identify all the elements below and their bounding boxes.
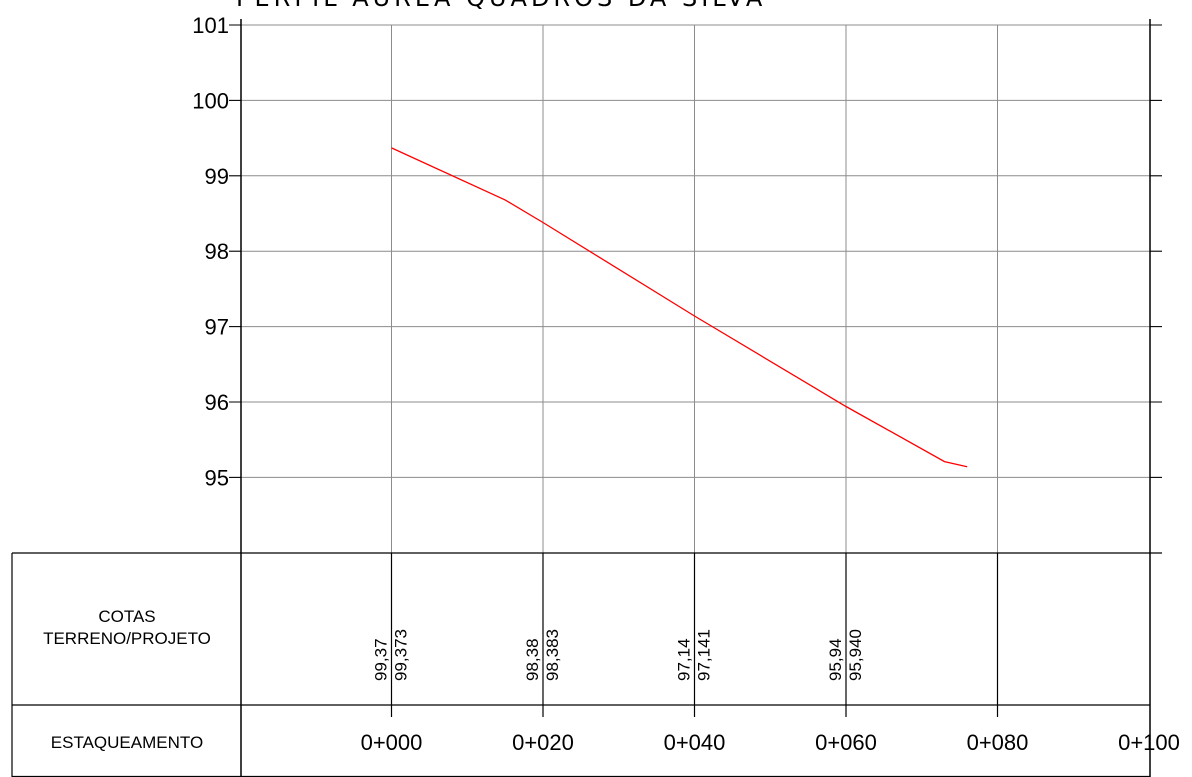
row-label-estaqueamento: ESTAQUEAMENTO (51, 733, 203, 752)
elevation-projeto: 95,940 (846, 629, 865, 681)
y-tick-label: 95 (205, 465, 229, 490)
y-tick-label: 99 (205, 164, 229, 189)
row-label-terreno-projeto: TERRENO/PROJETO (43, 629, 211, 648)
y-tick-label: 98 (205, 239, 229, 264)
station-label: 0+040 (664, 730, 726, 755)
y-tick-label: 97 (205, 315, 229, 340)
station-label: 0+100 (1118, 730, 1180, 755)
elevation-projeto: 99,373 (392, 629, 411, 681)
row-label-cotas: COTAS (98, 607, 155, 626)
station-label: 0+020 (512, 730, 574, 755)
y-tick-label: 96 (205, 390, 229, 415)
elevation-labels: 99,37 99,373 98,38 98,383 97,14 97,141 95,94 95… (372, 629, 866, 681)
elevation-projeto: 97,141 (695, 629, 714, 681)
elevation-terreno: 95,94 (826, 638, 845, 681)
y-axis-ticks: 101 100 99 98 97 96 95 (192, 13, 229, 490)
elevation-terreno: 98,38 (523, 638, 542, 681)
grid-lines (229, 24, 1162, 553)
y-tick-label: 100 (192, 88, 229, 113)
station-label: 0+060 (815, 730, 877, 755)
elevation-terreno: 99,37 (372, 638, 391, 681)
station-label: 0+080 (967, 730, 1029, 755)
station-label: 0+000 (361, 730, 423, 755)
station-labels: 0+000 0+020 0+040 0+060 0+080 0+100 (361, 730, 1180, 755)
chart-title: PERFIL ÁUREA QUADROS DA SILVA (236, 0, 766, 12)
elevation-projeto: 98,383 (543, 629, 562, 681)
elevation-terreno: 97,14 (675, 638, 694, 681)
terrain-profile-line (391, 147, 968, 468)
y-tick-label: 101 (192, 13, 229, 38)
data-table (11, 19, 1162, 777)
